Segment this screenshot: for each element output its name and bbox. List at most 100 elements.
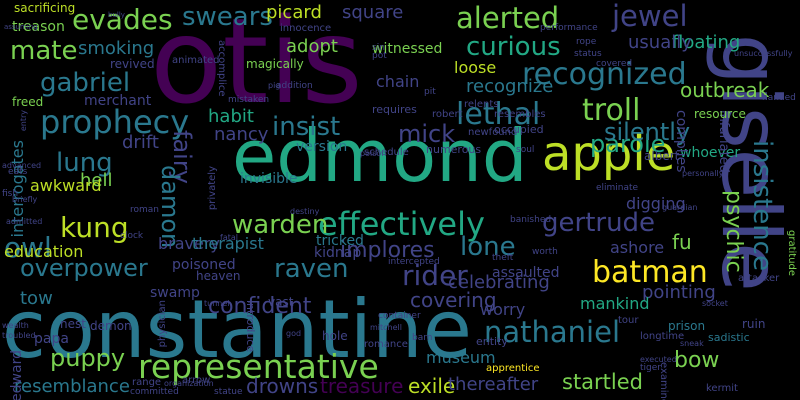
cloud-word: statue <box>214 387 243 397</box>
cloud-word: heaven <box>196 269 241 283</box>
cloud-word: education <box>4 242 84 261</box>
cloud-word: requires <box>372 103 417 116</box>
cloud-word: assaulted <box>492 265 560 281</box>
cloud-word: jewel <box>612 0 688 33</box>
cloud-word: mankind <box>580 294 650 313</box>
cloud-word: ashore <box>610 238 665 257</box>
cloud-word: barn <box>412 333 433 343</box>
cloud-word: treasure <box>320 374 404 398</box>
cloud-word: revived <box>110 57 155 71</box>
cloud-word: sneak <box>680 339 704 348</box>
cloud-word: sin <box>372 43 385 53</box>
cloud-word: recognized <box>522 57 687 92</box>
cloud-word: mate <box>10 36 78 66</box>
cloud-word: therapist <box>192 234 264 253</box>
cloud-word: mitchell <box>370 323 402 332</box>
cloud-word: batman <box>592 255 708 290</box>
cloud-word: pit <box>424 87 436 97</box>
cloud-word: destiny <box>290 207 320 216</box>
cloud-word: vast <box>268 295 294 309</box>
cloud-word: albert <box>644 149 680 163</box>
cloud-word: numerous <box>426 143 482 156</box>
cloud-word: drowns <box>246 374 319 398</box>
cloud-word: silently <box>604 118 691 146</box>
cloud-word: rider <box>402 259 468 292</box>
cloud-word: witnessed <box>372 41 443 57</box>
cloud-word: smoking <box>78 38 155 59</box>
cloud-word: tour <box>618 315 639 326</box>
cloud-word: insist <box>272 112 341 142</box>
cloud-word: otis <box>150 0 363 130</box>
cloud-word: arrow <box>182 375 211 386</box>
cloud-word: status <box>574 49 602 59</box>
cloud-word: lung <box>56 148 113 178</box>
cloud-word: bow <box>674 348 720 373</box>
cloud-word: hell <box>80 170 113 191</box>
cloud-word: tow <box>20 288 53 309</box>
cloud-word: whoever <box>680 145 741 161</box>
cloud-word: troubled <box>2 331 36 340</box>
cloud-word: swears <box>182 2 273 32</box>
cloud-word: tunnel <box>204 299 230 308</box>
cloud-word: prophecy <box>40 103 190 141</box>
cloud-word: loose <box>454 58 497 77</box>
cloud-word: gratitude <box>786 230 797 277</box>
cloud-word: eliminate <box>596 183 639 193</box>
cloud-word: freed <box>12 95 44 109</box>
cloud-word: robert <box>432 109 463 120</box>
cloud-word: habit <box>208 106 254 127</box>
cloud-word: psychic <box>721 190 746 273</box>
cloud-word: apprentice <box>486 363 540 374</box>
cloud-word: insistence <box>747 140 777 271</box>
cloud-word: drift <box>122 132 159 153</box>
cloud-word: papa <box>34 331 69 347</box>
cloud-word: container <box>378 311 421 321</box>
cloud-word: kidnap <box>314 245 362 261</box>
cloud-word: relents <box>464 99 499 110</box>
cloud-word: sadistic <box>708 331 750 344</box>
cloud-word: personally <box>682 169 724 178</box>
cloud-word: lone <box>460 232 516 262</box>
cloud-word: introduce <box>244 300 257 353</box>
cloud-word: chain <box>376 72 420 91</box>
cloud-word: socket <box>702 299 728 308</box>
cloud-word: edward <box>9 350 25 400</box>
cloud-word: awkward <box>30 176 102 195</box>
cloud-word: lethal <box>456 97 541 132</box>
cloud-word: poison <box>360 149 387 158</box>
cloud-word: nancy <box>214 124 269 145</box>
cloud-word: wealth <box>2 321 29 330</box>
cloud-word: animated <box>172 55 220 66</box>
cloud-word: magically <box>246 57 304 71</box>
cloud-word: physician <box>157 300 168 348</box>
cloud-word: puppy <box>50 344 126 372</box>
cloud-word: exile <box>408 374 456 398</box>
cloud-word: representative <box>138 347 379 386</box>
cloud-word: committed <box>130 387 179 397</box>
cloud-word: pig <box>268 81 281 90</box>
cloud-word: confident <box>208 294 312 319</box>
cloud-word: schedule <box>364 147 409 158</box>
cloud-word: entry <box>19 110 28 132</box>
cloud-word: tricked <box>316 233 364 249</box>
cloud-word: nest <box>60 317 86 331</box>
cloud-word: edmond <box>232 114 528 198</box>
cloud-word: bully <box>108 11 125 19</box>
cloud-word: handed <box>762 93 796 103</box>
cloud-word: range <box>132 377 162 388</box>
cloud-word: occupied <box>494 123 544 136</box>
cloud-word: advanced <box>2 161 42 170</box>
cloud-word: square <box>342 2 404 23</box>
cloud-word: eats <box>8 167 28 177</box>
cloud-word: theft <box>492 253 514 263</box>
cloud-word: warden <box>232 210 329 240</box>
cloud-word: floating <box>672 32 741 53</box>
cloud-word: troll <box>582 93 641 128</box>
cloud-word: demon <box>90 319 132 333</box>
cloud-word: evades <box>72 3 173 36</box>
cloud-word: museum <box>426 348 496 367</box>
cloud-word: covering <box>410 288 497 312</box>
cloud-word: swamp <box>150 285 200 301</box>
cloud-word: kermit <box>706 383 738 394</box>
